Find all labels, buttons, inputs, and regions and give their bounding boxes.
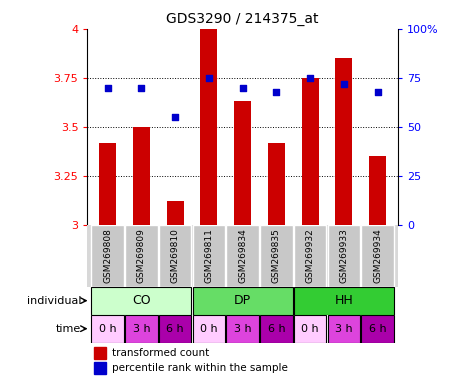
Bar — [99, 142, 116, 225]
Point — [306, 75, 313, 81]
Text: 0 h: 0 h — [301, 324, 318, 334]
Bar — [91, 225, 123, 286]
Text: 3 h: 3 h — [132, 324, 150, 334]
Bar — [327, 225, 359, 286]
Point — [239, 84, 246, 91]
Bar — [335, 58, 352, 225]
Text: 0 h: 0 h — [99, 324, 116, 334]
Bar — [361, 225, 393, 286]
Bar — [94, 362, 106, 374]
Text: GSM269934: GSM269934 — [372, 228, 381, 283]
Bar — [301, 78, 318, 225]
Bar — [293, 314, 325, 343]
Bar — [268, 142, 284, 225]
Point — [340, 81, 347, 87]
Text: GSM269811: GSM269811 — [204, 228, 213, 283]
Bar — [192, 286, 292, 314]
Text: 6 h: 6 h — [166, 324, 184, 334]
Point — [373, 88, 381, 94]
Bar — [200, 29, 217, 225]
Bar — [125, 314, 157, 343]
Text: 3 h: 3 h — [233, 324, 251, 334]
Text: 0 h: 0 h — [200, 324, 217, 334]
Bar — [192, 225, 224, 286]
Bar — [226, 314, 258, 343]
Bar — [234, 101, 251, 225]
Text: 3 h: 3 h — [334, 324, 352, 334]
Point — [104, 84, 111, 91]
Text: transformed count: transformed count — [112, 348, 209, 358]
Text: HH: HH — [334, 294, 353, 307]
Bar — [369, 156, 385, 225]
Text: percentile rank within the sample: percentile rank within the sample — [112, 363, 287, 373]
Title: GDS3290 / 214375_at: GDS3290 / 214375_at — [166, 12, 318, 26]
Bar — [91, 314, 123, 343]
Text: GSM269933: GSM269933 — [339, 228, 347, 283]
Point — [205, 75, 212, 81]
Bar — [133, 127, 150, 225]
Bar — [91, 286, 191, 314]
Text: GSM269809: GSM269809 — [137, 228, 146, 283]
Bar — [293, 286, 393, 314]
Bar — [159, 225, 191, 286]
Bar — [192, 314, 224, 343]
Bar — [125, 225, 157, 286]
Text: 6 h: 6 h — [267, 324, 285, 334]
Bar — [94, 347, 106, 359]
Point — [171, 114, 179, 120]
Text: time: time — [56, 324, 81, 334]
Bar — [361, 314, 393, 343]
Point — [137, 84, 145, 91]
Bar — [327, 314, 359, 343]
Bar — [260, 225, 292, 286]
Text: DP: DP — [234, 294, 251, 307]
Bar — [226, 225, 258, 286]
Text: GSM269810: GSM269810 — [170, 228, 179, 283]
Text: GSM269932: GSM269932 — [305, 228, 314, 283]
Text: CO: CO — [132, 294, 151, 307]
Bar — [159, 314, 191, 343]
Text: GSM269834: GSM269834 — [238, 228, 246, 283]
Text: individual: individual — [27, 296, 81, 306]
Text: 6 h: 6 h — [368, 324, 386, 334]
Bar — [293, 225, 325, 286]
Text: GSM269835: GSM269835 — [271, 228, 280, 283]
Point — [272, 88, 280, 94]
Bar — [260, 314, 292, 343]
Bar — [166, 202, 183, 225]
Text: GSM269808: GSM269808 — [103, 228, 112, 283]
